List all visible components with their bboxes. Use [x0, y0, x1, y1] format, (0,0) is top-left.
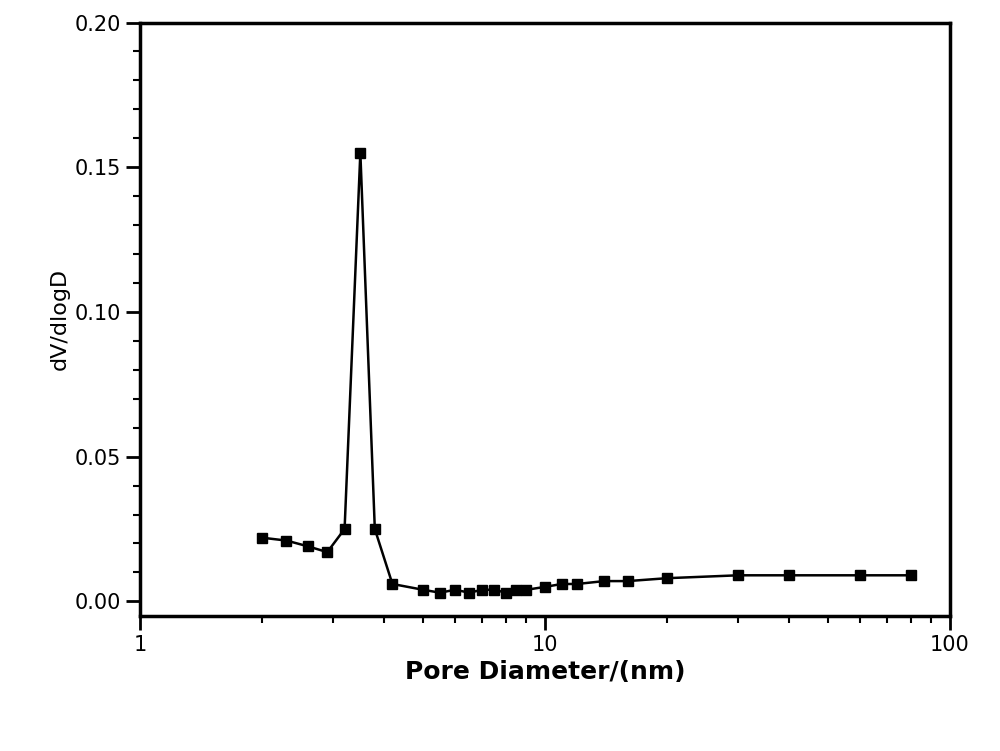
X-axis label: Pore Diameter/(nm): Pore Diameter/(nm)	[405, 660, 685, 684]
Y-axis label: dV/dlogD: dV/dlogD	[49, 268, 69, 370]
